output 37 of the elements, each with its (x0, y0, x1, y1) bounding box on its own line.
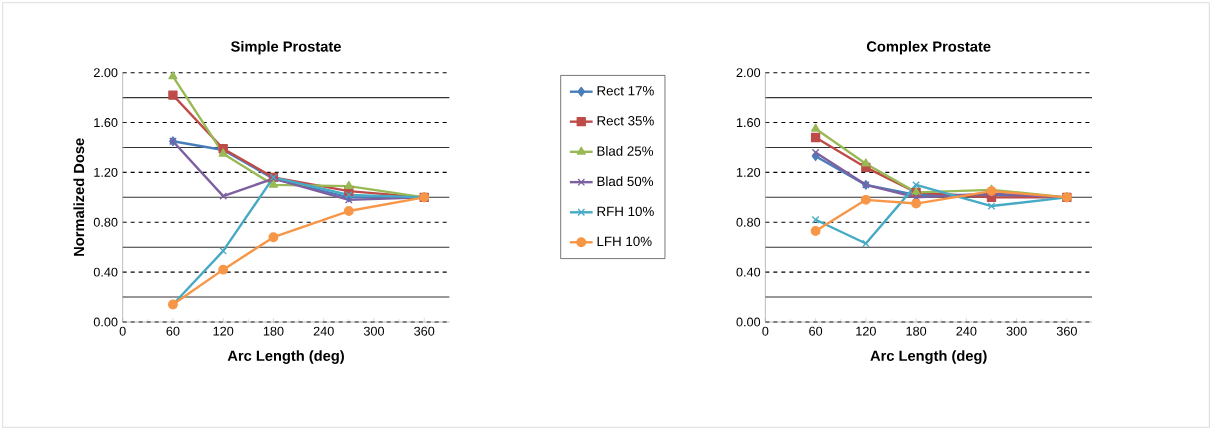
x-tick-label: 240 (956, 326, 977, 336)
x-tick-label: 240 (313, 326, 334, 336)
chart-title: Complex Prostate (866, 40, 991, 55)
chart-title: Simple Prostate (231, 40, 341, 55)
y-tick-label: 0.80 (736, 217, 761, 227)
x-tick-label: 120 (213, 326, 234, 336)
x-tick-label: 60 (809, 326, 823, 336)
x-tick-label: 300 (1006, 326, 1027, 336)
legend-label: Blad 25% (597, 145, 654, 156)
legend-label: LFH 10% (597, 236, 652, 247)
x-tick-label: 180 (263, 326, 284, 336)
legend-label: Rect 17% (597, 86, 654, 96)
x-tick-label: 300 (363, 326, 385, 336)
x-axis-title: Arc Length (deg) (870, 350, 987, 364)
y-tick-label: 0.00 (93, 317, 118, 327)
y-tick-label: 1.60 (736, 118, 761, 128)
x-tick-label: 360 (1056, 326, 1077, 336)
y-tick-label: 0.00 (736, 317, 761, 327)
x-tick-label: 360 (414, 326, 435, 336)
y-axis-title: Normalized Dose (73, 138, 85, 256)
x-tick-label: 0 (119, 326, 126, 336)
y-tick-label: 1.60 (94, 118, 118, 128)
x-tick-label: 180 (906, 326, 927, 336)
x-tick-label: 60 (166, 326, 180, 336)
y-tick-label: 0.40 (736, 267, 761, 277)
x-tick-label: 120 (856, 326, 876, 336)
x-axis-title: Arc Length (deg) (227, 350, 344, 364)
legend-label: Blad 50% (597, 176, 654, 187)
y-tick-label: 2.00 (93, 68, 118, 78)
y-tick-label: 1.20 (736, 167, 761, 177)
legend-label: Rect 35% (597, 116, 654, 126)
y-tick-label: 0.40 (93, 267, 118, 277)
legend-label: RFH 10% (597, 206, 654, 217)
y-tick-label: 0.80 (93, 217, 118, 227)
y-tick-label: 1.20 (94, 167, 118, 177)
x-tick-label: 0 (762, 326, 769, 336)
y-tick-label: 2.00 (736, 68, 761, 78)
